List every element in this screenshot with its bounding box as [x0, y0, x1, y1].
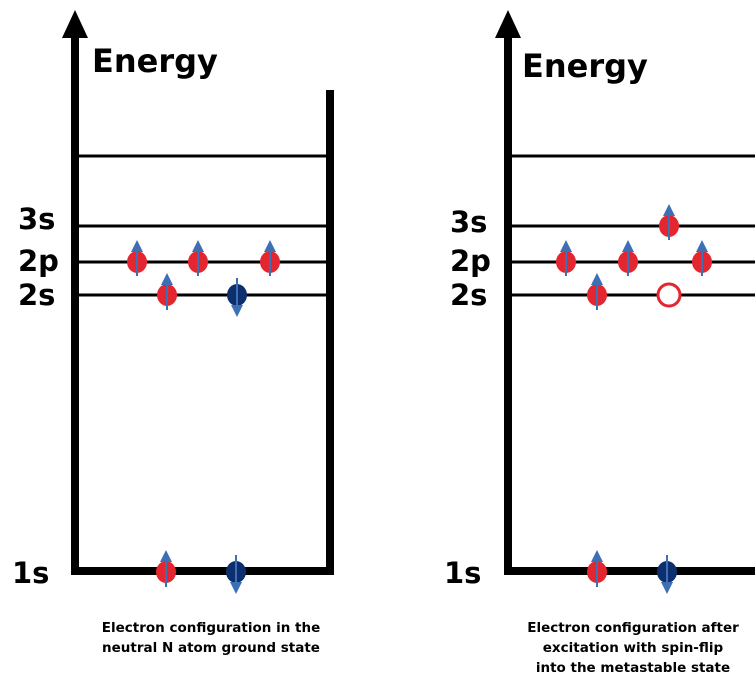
energy-axis-arrowhead [62, 10, 88, 38]
electron-1s-spin-down [226, 555, 246, 594]
level-label-1s: 1s [444, 556, 481, 590]
electron-2p-2-spin-up [618, 240, 638, 276]
caption-line-2: neutral N atom ground state [102, 640, 320, 656]
energy-label: Energy [522, 47, 648, 85]
electron-hole-2s [656, 282, 682, 308]
level-label-2p: 2p [450, 244, 491, 278]
level-label-2p: 2p [18, 244, 59, 278]
electron-2p-1-spin-up [127, 240, 147, 276]
level-label-2s: 2s [18, 278, 55, 312]
panel-right: Energy 3s 2p 2s 1s [444, 10, 755, 676]
electron-2p-3-spin-up [260, 240, 280, 276]
electron-1s-spin-down [657, 555, 677, 594]
electron-2s-spin-up [157, 273, 177, 310]
electron-3s-spin-up [659, 204, 679, 240]
electron-2s-spin-up [587, 273, 607, 310]
level-label-2s: 2s [450, 278, 487, 312]
caption-line-2: excitation with spin-flip [543, 640, 724, 656]
caption-line-3: into the metastable state [536, 660, 730, 676]
energy-axis-arrowhead [495, 10, 521, 38]
electron-2p-2-spin-up [188, 240, 208, 276]
caption-line-1: Electron configuration after [527, 620, 739, 636]
electron-2p-1-spin-up [556, 240, 576, 276]
electron-1s-spin-up [587, 550, 607, 587]
level-label-3s: 3s [18, 202, 55, 236]
level-label-3s: 3s [450, 205, 487, 239]
level-label-1s: 1s [12, 556, 49, 590]
electron-2s-spin-down [227, 278, 247, 317]
energy-label: Energy [92, 42, 218, 80]
electron-1s-spin-up [156, 550, 176, 587]
panel-left: Energy 3s 2p 2s 1s [12, 10, 334, 656]
electron-2p-3-spin-up [692, 240, 712, 276]
caption-line-1: Electron configuration in the [102, 620, 320, 636]
